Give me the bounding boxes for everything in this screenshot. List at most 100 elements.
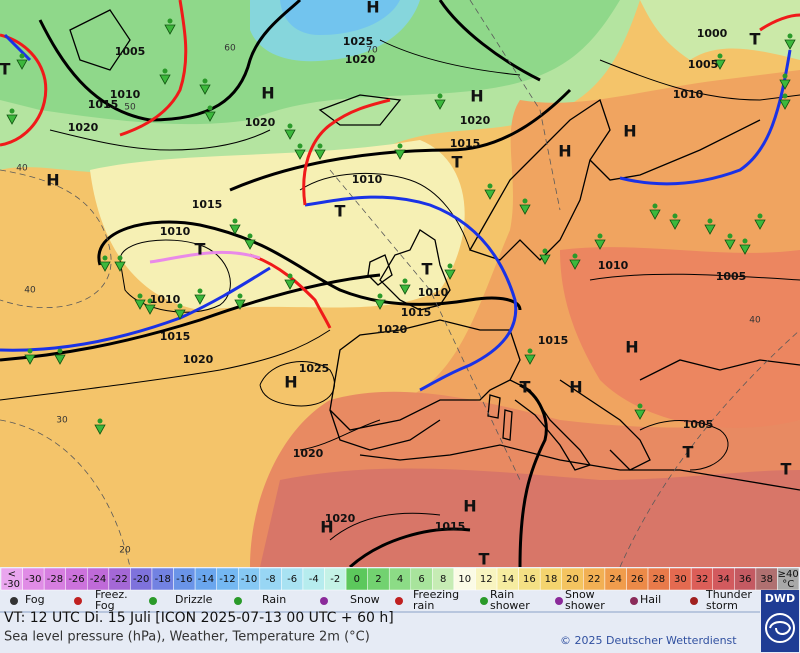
legend-label: storm [706, 599, 738, 612]
weather-symbol [9, 108, 15, 114]
scale-label: -18 [155, 574, 171, 585]
isotherm-label: 20 [119, 546, 131, 556]
weather-symbol [229, 224, 241, 235]
scale-label: 20 [566, 574, 579, 585]
scale-label: -16 [176, 574, 192, 585]
pressure-center: T [683, 443, 694, 462]
scale-label: 18 [545, 574, 558, 585]
isobar-label: 1020 [377, 323, 408, 336]
scale-label: 38 [760, 574, 773, 585]
isobar-label: 1025 [343, 35, 374, 48]
isobar-label: 1015 [538, 334, 569, 347]
temperature-scale: <-30 -30 -28 -26 -24 -22 -20 -18 -16 -14 -12 -10 -8-… [0, 567, 800, 591]
weather-symbol [287, 273, 293, 279]
scale-label: 28 [652, 574, 665, 585]
temp-zone [280, 0, 400, 35]
weather-symbol [99, 261, 111, 272]
weather-symbol [162, 68, 168, 74]
weather-symbol [232, 218, 238, 224]
scale-label: -14 [198, 574, 214, 585]
legend-label: Thunder [705, 588, 752, 601]
scale-label: -20 [133, 574, 149, 585]
weather-symbol [377, 293, 383, 299]
weather-symbol [137, 293, 143, 299]
legend-icon [234, 597, 242, 605]
isotherm-label: 30 [56, 416, 68, 426]
weather-symbol [637, 403, 643, 409]
weather-symbol [739, 244, 751, 255]
legend-label: Drizzle [175, 593, 213, 606]
scale-label: 26 [631, 574, 644, 585]
weather-symbol [519, 204, 531, 215]
weather-symbol [704, 224, 716, 235]
weather-symbol [594, 239, 606, 250]
weather-symbol [572, 253, 578, 259]
weather-symbol [394, 149, 406, 160]
weather-symbol [199, 84, 211, 95]
scale-label: 22 [588, 574, 601, 585]
isobar-label: 1010 [418, 286, 449, 299]
weather-symbol [652, 203, 658, 209]
pressure-center: T [520, 378, 531, 397]
isobar-label: 1020 [460, 114, 491, 127]
scale-label: -12 [219, 574, 235, 585]
legend-label: Fog [25, 593, 45, 606]
weather-symbol [16, 59, 28, 70]
legend-label: shower [565, 599, 605, 612]
weather-symbol [597, 233, 603, 239]
weather-symbol [779, 99, 791, 110]
isobar-label: 1020 [245, 116, 276, 129]
scale-label: ≥40 [778, 569, 799, 580]
scale-label: -22 [111, 574, 127, 585]
isobar-label: 1010 [352, 173, 383, 186]
weather-symbol [317, 143, 323, 149]
weather-symbol [444, 269, 456, 280]
scale-label: 2 [375, 574, 381, 585]
weather-symbol [724, 239, 736, 250]
isobar-label: 1025 [299, 362, 330, 375]
weather-symbol [202, 78, 208, 84]
dwd-logo-text: DWD [765, 592, 795, 605]
isotherm-label: 40 [16, 164, 28, 174]
weather-symbol [524, 354, 536, 365]
weather-symbol [147, 298, 153, 304]
pressure-center: H [284, 373, 297, 392]
weather-symbol [402, 278, 408, 284]
weather-symbol [484, 189, 496, 200]
pressure-center: H [46, 171, 59, 190]
weather-symbol [649, 209, 661, 220]
weather-symbol [784, 39, 796, 50]
legend-icon [10, 597, 18, 605]
weather-symbol [542, 248, 548, 254]
isotherm-label: 60 [224, 44, 236, 54]
pressure-center: H [463, 497, 476, 516]
isobar-label: 1015 [88, 98, 119, 111]
fronts [0, 0, 800, 392]
copyright: © 2025 Deutscher Wetterdienst [560, 634, 737, 647]
isobar-label: 1005 [683, 418, 714, 431]
legend-icon [320, 597, 328, 605]
isobar-label: 1015 [435, 520, 466, 533]
scale-label: 14 [501, 574, 514, 585]
weather-symbol [204, 111, 216, 122]
weather-symbol [707, 218, 713, 224]
weather-symbol [114, 261, 126, 272]
isobar-label: 1010 [598, 259, 629, 272]
scale-label: 10 [458, 574, 471, 585]
isobar-label: 1005 [115, 45, 146, 58]
dwd-logo-mark [765, 613, 795, 643]
weather-symbol [314, 149, 326, 160]
pressure-center: H [558, 142, 571, 161]
temp-zone [0, 0, 620, 125]
weather-symbol [522, 198, 528, 204]
weather-symbol [144, 304, 156, 315]
valid-time: VT: 12 UTC Di. 15 Juli [ICON 2025-07-13 … [4, 610, 394, 626]
scale-label: -8 [266, 574, 276, 585]
legend-label: rain [413, 599, 434, 612]
pressure-center: H [625, 338, 638, 357]
weather-symbol [757, 213, 763, 219]
weather-symbol [527, 348, 533, 354]
weather-symbol [57, 348, 63, 354]
weather-symbol [54, 354, 66, 365]
